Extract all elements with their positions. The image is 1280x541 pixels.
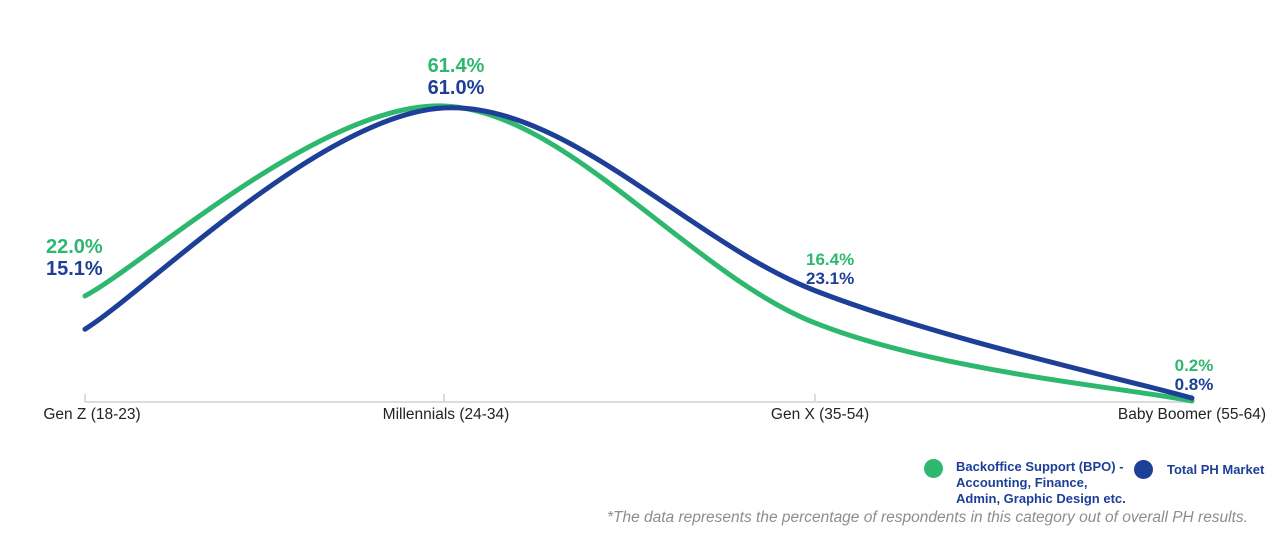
legend-dot-green — [924, 459, 943, 478]
x-axis-label-millennials: Millennials (24-34) — [382, 406, 510, 423]
value-label: 15.1% — [46, 258, 103, 280]
footnote: *The data represents the percentage of r… — [606, 509, 1248, 526]
x-axis-label-genz: Gen Z (18-23) — [43, 406, 141, 423]
curve-bpo — [82, 103, 1195, 404]
legend-label-bpo-line3: Admin, Graphic Design etc. — [956, 491, 1126, 506]
value-label: 0.8% — [1174, 375, 1214, 394]
legend-item-total: Total PH Market — [1134, 460, 1264, 479]
value-labels-genz: 22.0% 15.1% — [46, 236, 103, 280]
value-label: 61.4% — [427, 55, 485, 77]
legend-label-bpo-line1: Backoffice Support (BPO) - — [956, 459, 1124, 474]
legend-label-bpo-line2: Accounting, Finance, — [956, 475, 1088, 490]
value-label: 22.0% — [46, 236, 103, 258]
value-label: 61.0% — [427, 77, 485, 99]
curve-total-ph-market — [82, 105, 1195, 401]
value-labels-millennials: 61.4% 61.0% — [428, 55, 485, 99]
legend-label-bpo: Backoffice Support (BPO) - Accounting, F… — [956, 459, 1126, 507]
x-axis-label-genx: Gen X (35-54) — [770, 406, 870, 423]
value-labels-genx: 16.4% 23.1% — [806, 250, 854, 288]
value-labels-boomer: 0.2% 0.8% — [1175, 356, 1214, 394]
x-axis-label-boomer: Baby Boomer (55-64) — [1117, 406, 1267, 423]
legend-dot-navy — [1134, 460, 1153, 479]
value-label: 23.1% — [806, 269, 855, 288]
legend-label-total: Total PH Market — [1167, 461, 1265, 477]
value-label: 16.4% — [806, 250, 855, 269]
legend-item-bpo: Backoffice Support (BPO) - Accounting, F… — [924, 459, 1126, 507]
value-label: 0.2% — [1174, 356, 1214, 375]
